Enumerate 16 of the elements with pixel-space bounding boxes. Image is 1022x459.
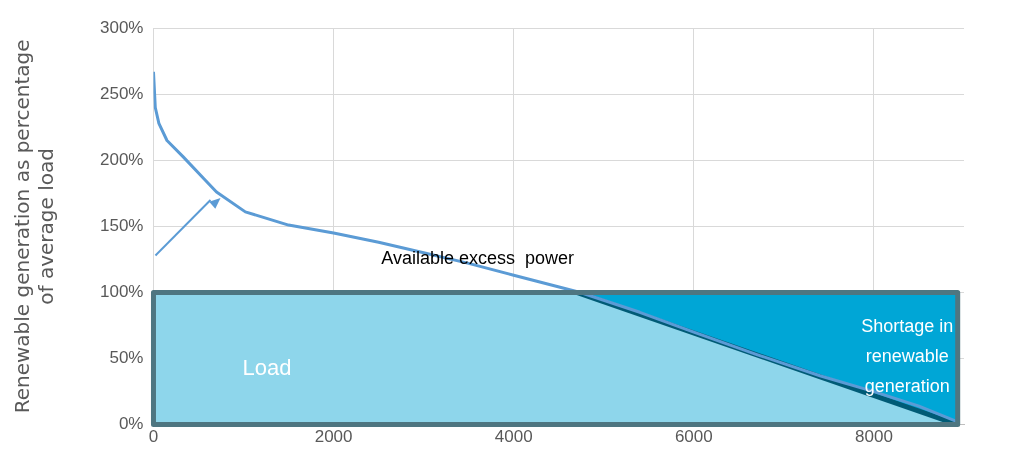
y-tick-label: 50%: [109, 348, 144, 368]
annotation: Shortage in renewable generation: [861, 316, 954, 397]
y-axis-title: Renewable generation as percentage of average load: [10, 39, 59, 414]
y-tick-label: 100%: [100, 282, 144, 302]
x-tick-label: 6000: [674, 427, 713, 447]
y-tick-label: 300%: [100, 17, 144, 37]
y-tick-label: 150%: [100, 216, 144, 236]
x-tick-label: 8000: [855, 427, 893, 447]
x-tick-label: 4000: [494, 427, 533, 447]
x-tick-label: 2000: [314, 427, 353, 447]
annotation: Load: [242, 355, 292, 381]
x-tick-label: 0: [148, 427, 159, 447]
annotation: Available excess power: [381, 248, 575, 269]
y-tick-label: 0%: [118, 414, 144, 434]
y-tick-label: 200%: [100, 150, 144, 170]
y-tick-label: 250%: [100, 83, 144, 103]
